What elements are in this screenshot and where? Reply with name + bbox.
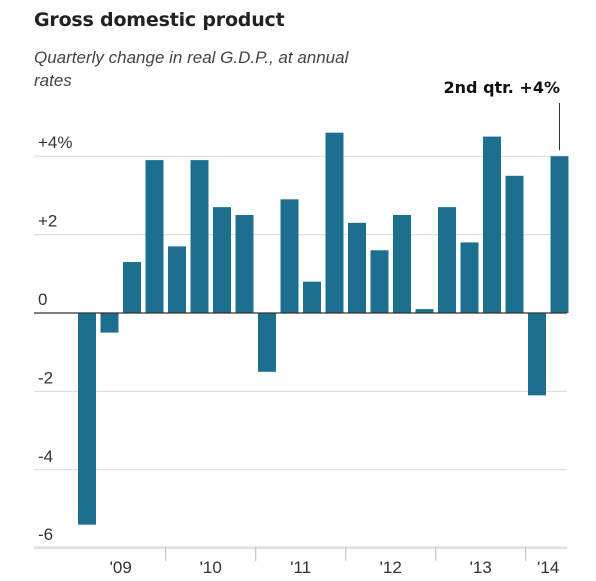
bar-2012-q3: [393, 215, 411, 313]
x-tick-label: '09: [110, 558, 132, 577]
bar-2009-q1: [78, 313, 96, 525]
bar-2014-q2: [550, 156, 569, 313]
bar-2011-q1: [258, 313, 276, 372]
bar-2013-q3: [483, 136, 501, 313]
bar-2010-q4: [235, 215, 254, 313]
y-tick-label: +4%: [38, 133, 73, 152]
bar-2009-q3: [123, 262, 141, 313]
bar-2013-q4: [505, 175, 524, 313]
bar-2011-q3: [303, 281, 321, 313]
chart-subtitle: Quarterly change in real G.D.P., at annu…: [34, 48, 349, 90]
y-tick-label: -2: [38, 368, 53, 387]
x-tick-label: '12: [380, 558, 402, 577]
bar-2012-q1: [348, 222, 366, 313]
bar-2011-q2: [280, 199, 299, 313]
bar-2011-q4: [325, 132, 344, 313]
y-tick-label: -6: [38, 525, 53, 544]
bar-2009-q2: [100, 313, 119, 333]
bar-2012-q2: [370, 250, 389, 313]
x-tick-label: '11: [290, 558, 311, 577]
bar-2012-q4: [415, 309, 434, 313]
x-tick-label: '10: [200, 558, 222, 577]
chart-title: Gross domestic product: [34, 9, 285, 31]
bar-2009-q4: [145, 160, 164, 313]
bar-2010-q2: [190, 160, 209, 313]
annotation-label: 2nd qtr. +4%: [444, 78, 560, 97]
x-tick-label: '14: [537, 558, 559, 577]
bar-2010-q3: [213, 207, 231, 313]
y-tick-label: -4: [38, 447, 53, 466]
bar-2013-q2: [460, 242, 479, 313]
bar-2013-q1: [438, 207, 456, 313]
y-tick-label: +2: [38, 212, 57, 231]
bar-2010-q1: [168, 246, 186, 313]
y-tick-label: 0: [38, 290, 47, 309]
x-tick-label: '13: [470, 558, 492, 577]
bar-2014-q1: [528, 313, 546, 396]
